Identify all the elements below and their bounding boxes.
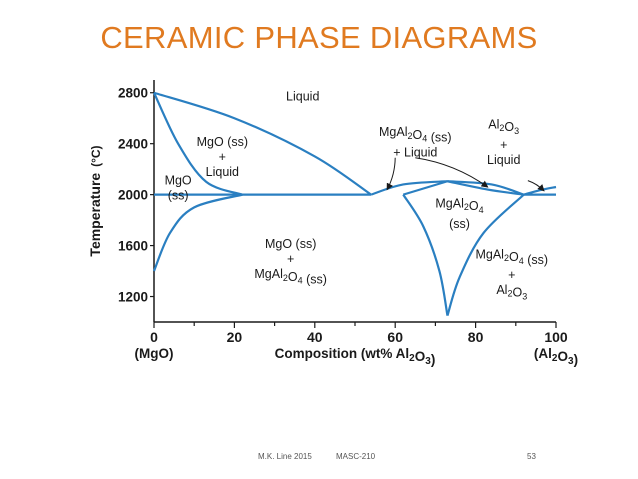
svg-text:Temperature (°C): Temperature (°C): [87, 145, 103, 256]
x-tick-label: 40: [307, 329, 323, 345]
phase-boundary-solidus-mgo: [153, 92, 243, 196]
region-label-spinel-liquid: MgAl2O4 (ss) + Liquid: [379, 125, 452, 160]
phase-boundaries: [152, 91, 557, 316]
footer-page-number: 53: [527, 452, 536, 461]
phase-boundary-solvus-spinel-left: [402, 194, 449, 316]
footer-course: MASC-210: [336, 452, 376, 461]
phase-boundary-liquidus-spinel-right: [447, 180, 525, 196]
phase-boundary-solvus-mgo: [152, 193, 243, 272]
y-tick-label: 2000: [118, 188, 148, 203]
y-tick-label: 1200: [118, 290, 148, 305]
region-label-mgo-ss: MgO (ss): [165, 173, 192, 202]
x-axis-label-formula: Al2O3: [396, 346, 432, 367]
footer-author: M.K. Line 2015: [258, 452, 312, 461]
phase-boundary-solvus-spinel-right: [446, 193, 525, 316]
x-axis-label-prefix: Composition (wt%: [275, 346, 396, 361]
x-axis-left-end-label: (MgO): [135, 346, 174, 361]
y-tick-label: 2800: [118, 86, 148, 101]
region-label-spinel-ss: MgAl2O4 (ss): [435, 196, 483, 231]
region-label-liquid: Liquid: [286, 89, 319, 103]
x-tick-label: 20: [227, 329, 243, 345]
y-tick-label: 2400: [118, 137, 148, 152]
alumina-liquid-arrow: [527, 180, 545, 192]
phase-boundary-liquidus-alumina: [523, 185, 557, 196]
phase-boundary-solidus-spinel-left: [402, 180, 448, 196]
phase-boundary-liquidus-mgo: [153, 91, 372, 196]
phase-boundary-solidus-spinel-right: [447, 180, 524, 196]
x-tick-label: 80: [468, 329, 484, 345]
x-tick-label: 100: [544, 329, 568, 345]
phase-boundary-liquidus-spinel-left: [370, 180, 448, 196]
x-axis-right-end-label: (Al2O3): [534, 346, 578, 367]
y-tick-label: 1600: [118, 239, 148, 254]
region-label-mgo-spinel: MgO (ss) + MgAl2O4 (ss): [254, 237, 327, 287]
spinel-liquid-arrow-right: [415, 157, 489, 188]
y-axis-unit: (°C): [89, 145, 103, 166]
region-label-alumina-liquid: Al2O3 + Liquid: [487, 117, 520, 167]
y-axis-ticks: 1200 1600 2000 2400 2800: [118, 86, 154, 305]
spinel-liquid-arrow-left: [386, 157, 396, 191]
x-tick-label: 60: [387, 329, 403, 345]
y-axis-label: Temperature: [87, 173, 103, 257]
x-axis-title: Composition (wt% Al2O3): [275, 346, 436, 367]
slide-title: CERAMIC PHASE DIAGRAMS: [100, 20, 538, 55]
label-arrows: [386, 157, 545, 192]
x-tick-label: 0: [150, 329, 158, 345]
y-axis-title: Temperature (°C): [87, 145, 103, 256]
region-label-spinel-alumina: MgAl2O4 (ss) + Al2O3: [475, 247, 548, 301]
x-axis-ticks: 0 20 40 60 80 100: [150, 322, 568, 345]
x-axis-label-suffix: ): [431, 352, 436, 367]
region-label-mgo-liquid: MgO (ss) + Liquid: [197, 135, 248, 179]
